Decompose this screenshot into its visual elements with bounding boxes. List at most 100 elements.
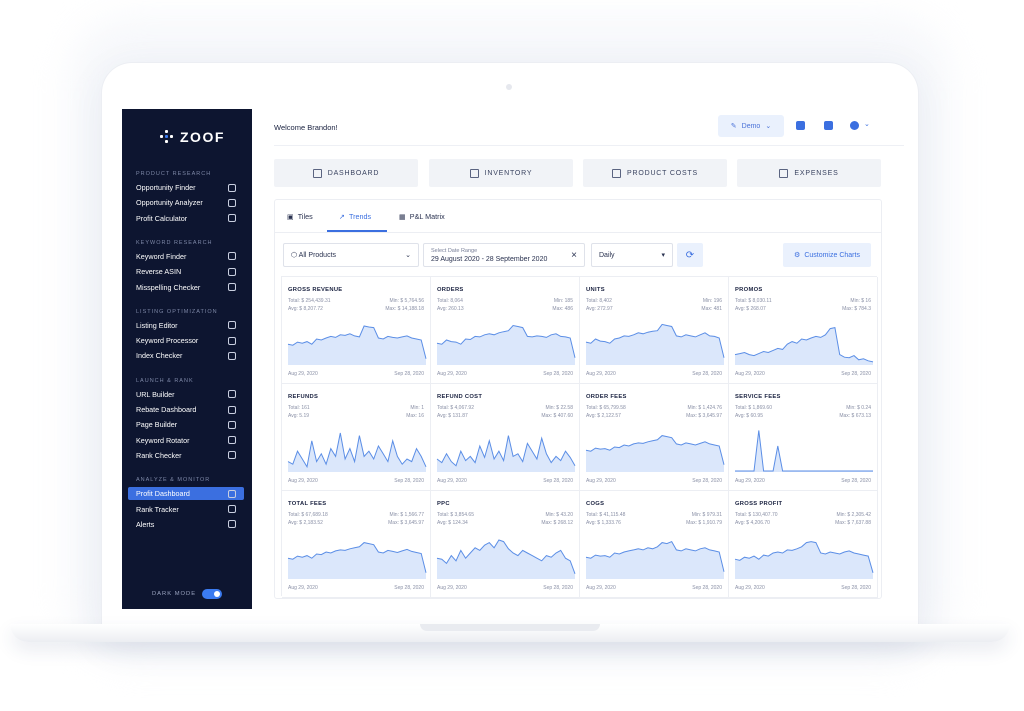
chart-line bbox=[436, 324, 576, 358]
chart-title: PROMOS bbox=[735, 287, 763, 293]
chart-start-date: Aug 29, 2020 bbox=[735, 585, 765, 591]
sidebar-item-label: Reverse ASIN bbox=[136, 267, 182, 277]
chart-max: Max: $ 268.12 bbox=[541, 520, 573, 526]
chart-title: ORDER FEES bbox=[586, 394, 627, 400]
logo-icon bbox=[160, 130, 174, 144]
chart-card-promos[interactable]: PROMOS Total: $ 8,030.11 Min: $ 16 Avg: $ 2… bbox=[729, 277, 878, 384]
tab-dashboard[interactable]: DASHBOARD bbox=[274, 159, 418, 187]
chart-max: Max: $ 14,188.18 bbox=[385, 306, 424, 312]
chart-max: Max: $ 3,645.97 bbox=[388, 520, 424, 526]
chart-end-date: Sep 28, 2020 bbox=[543, 478, 573, 484]
demo-button[interactable]: ✎ Demo ⌄ bbox=[718, 115, 784, 137]
subtab-pl-matrix[interactable]: ▦ P&L Matrix bbox=[399, 212, 445, 221]
trend-chart bbox=[287, 542, 427, 579]
logo[interactable]: ZOOF bbox=[160, 129, 225, 145]
nav-section-title: LISTING OPTIMIZATION bbox=[136, 308, 218, 315]
sidebar-item-opportunity-analyzer[interactable]: Opportunity Analyzer bbox=[128, 196, 244, 209]
sidebar-item-icon bbox=[228, 451, 236, 460]
sidebar-item-misspelling-checker[interactable]: Misspelling Checker bbox=[128, 281, 244, 294]
customize-charts-button[interactable]: ⚙ Customize Charts bbox=[783, 243, 871, 267]
sidebar-item-rank-tracker[interactable]: Rank Tracker bbox=[128, 503, 244, 516]
warehouse-icon bbox=[469, 168, 479, 178]
chart-card-ppc[interactable]: PPC Total: $ 3,854.65 Min: $ 43.20 Avg: $ 1… bbox=[431, 491, 580, 598]
nav-section-title: LAUNCH & RANK bbox=[136, 377, 194, 384]
logo-text: ZOOF bbox=[180, 129, 225, 145]
sidebar-item-page-builder[interactable]: Page Builder bbox=[128, 418, 244, 431]
tab-product-costs[interactable]: PRODUCT COSTS bbox=[583, 159, 727, 187]
product-select[interactable]: ⬡ All Products ⌄ bbox=[283, 243, 419, 267]
chart-area bbox=[586, 324, 724, 365]
dark-mode-label: DARK MODE bbox=[152, 591, 197, 597]
sidebar-item-keyword-processor[interactable]: Keyword Processor bbox=[128, 334, 244, 347]
sidebar-item-label: Listing Editor bbox=[136, 320, 178, 330]
user-chevron-icon[interactable]: ⌄ bbox=[864, 121, 870, 128]
dark-mode-toggle[interactable] bbox=[202, 589, 222, 599]
chart-line bbox=[585, 323, 725, 358]
sidebar-item-listing-editor[interactable]: Listing Editor bbox=[128, 319, 244, 332]
sidebar-item-index-checker[interactable]: Index Checker bbox=[128, 349, 244, 362]
interval-select[interactable]: Daily ▾ bbox=[591, 243, 673, 267]
trend-chart bbox=[585, 540, 725, 579]
notifications-icon[interactable] bbox=[824, 121, 833, 130]
chart-total: Total: $ 4,067.92 bbox=[437, 405, 474, 411]
sidebar-item-reverse-asin[interactable]: Reverse ASIN bbox=[128, 265, 244, 278]
chart-end-date: Sep 28, 2020 bbox=[841, 371, 871, 377]
subtab-trends-label: Trends bbox=[349, 212, 372, 221]
sidebar-item-opportunity-finder[interactable]: Opportunity Finder bbox=[128, 181, 244, 194]
welcome-message: Welcome Brandon! bbox=[274, 123, 338, 132]
tab-inventory[interactable]: INVENTORY bbox=[429, 159, 573, 187]
chart-card-gross-profit[interactable]: GROSS PROFIT Total: $ 130,407.70 Min: $ 2,… bbox=[729, 491, 878, 598]
chart-avg: Avg: $ 1,333.76 bbox=[586, 520, 621, 526]
chart-total: Total: $ 67,689.18 bbox=[288, 512, 328, 518]
mail-icon[interactable] bbox=[796, 121, 805, 130]
chart-area bbox=[288, 433, 426, 472]
sidebar-item-label: Misspelling Checker bbox=[136, 282, 201, 292]
box-icon: ⬡ bbox=[291, 252, 299, 259]
chart-area bbox=[288, 542, 426, 579]
chart-avg: Avg: $ 60.95 bbox=[735, 413, 763, 419]
nav-section-title: PRODUCT RESEARCH bbox=[136, 171, 212, 177]
caret-down-icon: ▾ bbox=[661, 252, 665, 259]
subtab-tiles[interactable]: ▣ Tiles bbox=[287, 212, 313, 221]
sidebar-item-icon bbox=[228, 390, 236, 399]
chart-title: PPC bbox=[437, 501, 450, 507]
chart-line bbox=[734, 541, 874, 573]
interval-select-value: Daily bbox=[599, 251, 615, 259]
sidebar-item-label: Keyword Rotator bbox=[136, 435, 190, 445]
sidebar-item-keyword-rotator[interactable]: Keyword Rotator bbox=[128, 434, 244, 447]
user-icon[interactable] bbox=[850, 121, 859, 130]
chart-card-total-fees[interactable]: TOTAL FEES Total: $ 67,689.18 Min: $ 1,566… bbox=[282, 491, 431, 598]
sidebar-item-keyword-finder[interactable]: Keyword Finder bbox=[128, 250, 244, 263]
sidebar-item-label: Rank Checker bbox=[136, 450, 182, 460]
chart-card-refund-cost[interactable]: REFUND COST Total: $ 4,067.92 Min: $ 22.58… bbox=[431, 384, 580, 491]
tiles-icon: ▣ bbox=[287, 212, 294, 221]
refresh-button[interactable]: ⟳ bbox=[677, 243, 703, 267]
date-range-picker[interactable]: Select Date Range 29 August 2020 - 28 Sep… bbox=[423, 243, 585, 267]
sidebar-item-rank-checker[interactable]: Rank Checker bbox=[128, 449, 244, 462]
subtab-tiles-label: Tiles bbox=[297, 212, 313, 221]
sidebar-item-url-builder[interactable]: URL Builder bbox=[128, 388, 244, 401]
trend-icon: ↗ bbox=[339, 212, 346, 221]
chart-title: ORDERS bbox=[437, 287, 464, 293]
sidebar-item-profit-dashboard[interactable]: Profit Dashboard bbox=[128, 487, 244, 501]
chart-card-units[interactable]: UNITS Total: 8,402 Min: 196 Avg: 272.97 Max:… bbox=[580, 277, 729, 384]
chart-area bbox=[288, 326, 426, 365]
chart-title: GROSS PROFIT bbox=[735, 501, 783, 507]
camera-dot bbox=[506, 84, 512, 90]
chart-card-order-fees[interactable]: ORDER FEES Total: $ 65,799.58 Min: $ 1,424… bbox=[580, 384, 729, 491]
chart-card-refunds[interactable]: REFUNDS Total: 161 Min: 1 Avg: 5.19 Max: 16 A… bbox=[282, 384, 431, 491]
sidebar-item-alerts[interactable]: Alerts bbox=[128, 518, 244, 531]
tab-expenses-label: EXPENSES bbox=[794, 169, 839, 177]
chart-start-date: Aug 29, 2020 bbox=[586, 585, 616, 591]
subtab-trends[interactable]: ↗ Trends bbox=[339, 212, 371, 221]
chart-card-cogs[interactable]: COGS Total: $ 41,115.48 Min: $ 979.31 Avg: … bbox=[580, 491, 729, 598]
chart-card-gross-revenue[interactable]: GROSS REVENUE Total: $ 254,439.31 Min: $ 5… bbox=[282, 277, 431, 384]
clear-icon[interactable]: × bbox=[571, 249, 577, 261]
chart-card-service-fees[interactable]: SERVICE FEES Total: $ 1,869.60 Min: $ 0.24… bbox=[729, 384, 878, 491]
sidebar-item-rebate-dashboard[interactable]: Rebate Dashboard bbox=[128, 403, 244, 416]
sidebar-item-profit-calculator[interactable]: Profit Calculator bbox=[128, 212, 244, 225]
tab-expenses[interactable]: EXPENSES bbox=[737, 159, 881, 187]
chart-avg: Avg: $ 4,206.70 bbox=[735, 520, 770, 526]
header-divider bbox=[274, 145, 904, 146]
chart-card-orders[interactable]: ORDERS Total: 8,064 Min: 185 Avg: 260.13 Max… bbox=[431, 277, 580, 384]
